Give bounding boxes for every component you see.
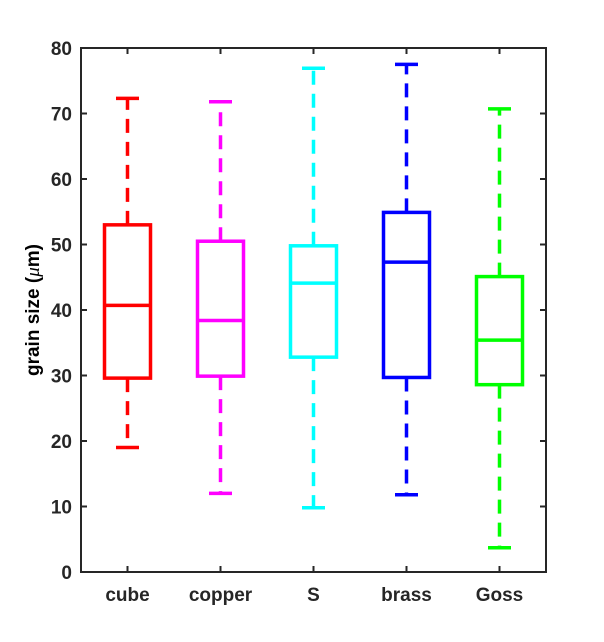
box-iqr (102, 223, 153, 380)
x-tick-label: Goss (476, 585, 524, 606)
y-axis-label: grain size (μm) (23, 244, 44, 376)
boxes-layer (102, 62, 525, 550)
box-iqr (288, 244, 339, 359)
y-axis-label-symbol: μ (23, 267, 44, 278)
x-tick-label: brass (381, 585, 432, 606)
y-axis-ticks: 0 10 20 30 40 50 60 70 80 (51, 39, 546, 584)
y-tick-label: 0 (61, 563, 72, 584)
box-group-s (288, 66, 339, 510)
box-group-cube (102, 96, 153, 450)
y-tick-label: 30 (51, 367, 72, 388)
y-tick-label: 20 (51, 432, 72, 453)
y-tick-label: 10 (51, 498, 72, 519)
y-tick-label: 80 (51, 39, 72, 60)
box-group-brass (381, 62, 432, 497)
box-iqr (381, 210, 432, 380)
y-tick-label: 40 (51, 301, 72, 322)
x-tick-label: copper (189, 585, 253, 606)
x-tick-label: S (307, 585, 320, 606)
box-group-copper (195, 99, 246, 496)
y-axis-label-unit: m) (23, 244, 44, 267)
y-tick-label: 70 (51, 105, 72, 126)
y-tick-label: 60 (51, 170, 72, 191)
box-iqr (474, 274, 525, 387)
y-axis-label-text: grain size ( (23, 276, 44, 376)
box-group-goss (474, 107, 525, 550)
x-tick-label: cube (105, 585, 149, 606)
box-iqr (195, 239, 246, 378)
y-tick-label: 50 (51, 236, 72, 257)
